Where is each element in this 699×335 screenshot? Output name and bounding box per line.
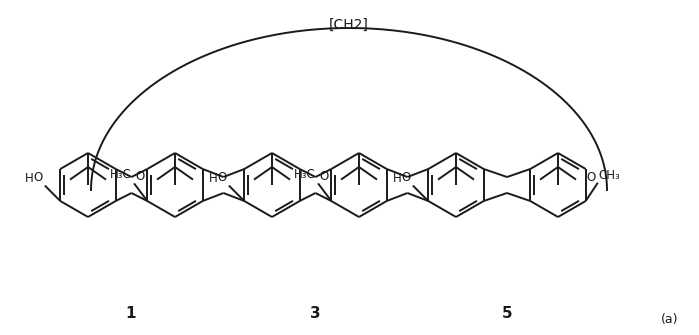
Text: (a): (a) (661, 314, 679, 327)
Text: [CH2]: [CH2] (329, 18, 369, 32)
Text: O: O (217, 171, 227, 184)
Text: H₃C: H₃C (294, 169, 316, 181)
Text: O: O (402, 171, 411, 184)
Text: O: O (319, 171, 329, 183)
Text: H: H (209, 172, 218, 185)
Text: O: O (135, 171, 144, 183)
Text: H: H (25, 172, 34, 185)
Text: 5: 5 (502, 306, 512, 321)
Text: H₃C: H₃C (110, 169, 132, 181)
Text: 1: 1 (126, 306, 136, 321)
Text: 3: 3 (310, 306, 320, 321)
Text: O: O (34, 171, 43, 184)
Text: H: H (393, 172, 402, 185)
Text: O: O (586, 171, 596, 184)
Text: CH₃: CH₃ (599, 169, 621, 182)
